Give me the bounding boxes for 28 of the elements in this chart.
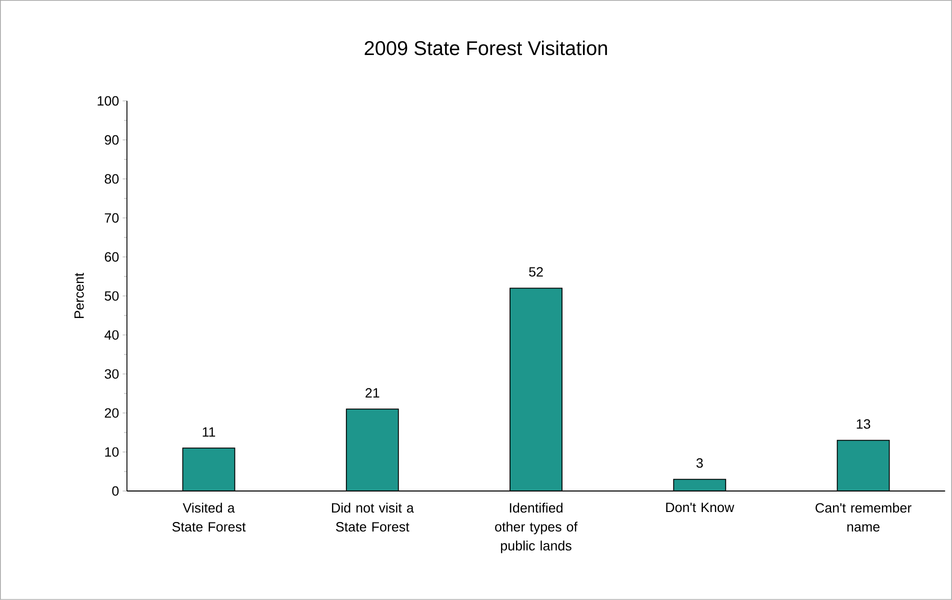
- data-label: 52: [529, 267, 543, 277]
- y-tick-label: 70: [104, 213, 119, 223]
- bar: [346, 409, 398, 492]
- y-tick-label: 20: [104, 408, 119, 418]
- y-tick-label: 90: [104, 135, 119, 145]
- bar: [836, 440, 890, 492]
- chart-title: 2009 State Forest Visitation: [364, 40, 607, 56]
- data-label: 3: [696, 458, 703, 468]
- x-tick-label: Did not visit a State Forest: [332, 502, 414, 532]
- x-tick-label: Identified other types of public lands: [495, 502, 578, 554]
- x-tick-label: Visited a State Forest: [172, 502, 246, 532]
- y-tick-label: 80: [104, 174, 119, 184]
- y-tick-label: 100: [98, 96, 119, 106]
- bar: [674, 479, 726, 492]
- y-tick-label: 30: [104, 369, 119, 379]
- y-tick-label: 60: [104, 252, 119, 262]
- y-tick-label: 50: [104, 291, 119, 301]
- x-tick-label: Can't remember name: [816, 502, 912, 532]
- y-tick-label: 40: [104, 330, 119, 340]
- y-axis-title: Percent: [74, 272, 84, 318]
- bar: [182, 448, 235, 492]
- x-tick-label: Don't Know: [666, 502, 734, 512]
- data-label: 21: [366, 388, 380, 398]
- bar: [510, 288, 562, 492]
- data-label: 13: [856, 419, 870, 429]
- y-tick-label: 10: [105, 447, 119, 457]
- y-tick-label: 0: [112, 486, 119, 496]
- data-label: 11: [202, 427, 216, 437]
